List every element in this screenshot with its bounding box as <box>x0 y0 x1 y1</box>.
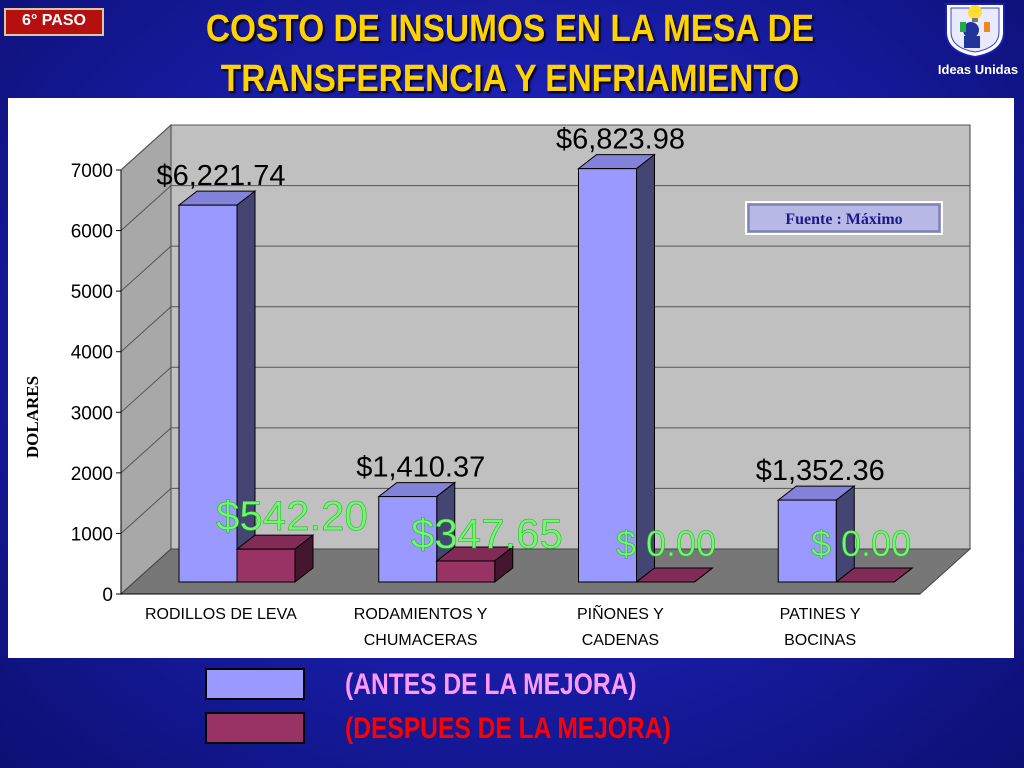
bar-before <box>578 168 637 583</box>
bar-side-after <box>893 567 913 583</box>
x-tick-label: PATINES Y <box>780 606 861 623</box>
legend-swatch-before <box>205 668 305 700</box>
gridline-side <box>120 488 172 534</box>
x-tick-label: BOCINAS <box>784 632 856 649</box>
y-tick-label: 0 <box>102 585 113 606</box>
gridline-side <box>120 427 172 474</box>
bar-after <box>236 548 296 583</box>
source-label: Fuente : Máximo <box>785 211 902 228</box>
y-tick-label: 7000 <box>71 161 113 182</box>
chart-side-wall <box>120 123 172 596</box>
data-label-before: $1,352.36 <box>756 455 885 487</box>
gridline-side <box>120 245 172 292</box>
source-box-inner <box>748 204 940 232</box>
y-tick-label: 4000 <box>71 343 113 364</box>
x-tick-label: RODILLOS DE LEVA <box>145 606 297 623</box>
legend-item-after: (DESPUES DE LA MEJORA) <box>205 712 765 746</box>
chart-panel: 0 1000 2000 3000 4000 5000 6000 7000 DOLARES RODI… <box>8 98 1014 658</box>
title-line-1: COSTO DE INSUMOS EN LA MESA DE <box>205 8 815 50</box>
title-line-2: TRANSFERENCIA Y ENFRIAMIENTO <box>220 58 800 100</box>
y-tick-label: 6000 <box>71 222 113 243</box>
logo: Ideas Unidas <box>932 0 1024 86</box>
data-label-after: $347.65 <box>411 510 563 557</box>
gridline-side <box>120 366 172 413</box>
bar-before <box>777 499 837 583</box>
y-tick-label: 5000 <box>71 282 113 303</box>
x-tick-label: PIÑONES Y <box>577 603 664 623</box>
bar-side-before <box>636 153 655 584</box>
bar-side-after <box>694 567 713 583</box>
bar-before <box>178 204 238 583</box>
legend-swatch-after <box>205 712 305 744</box>
data-label-after: $ 0.00 <box>616 523 716 564</box>
bar-chart: 0 1000 2000 3000 4000 5000 6000 7000 DOLARES RODI… <box>23 123 972 649</box>
data-label-before: $6,823.98 <box>556 124 685 156</box>
x-tick-label: CADENAS <box>582 632 659 649</box>
y-tick-label: 3000 <box>71 403 113 424</box>
gridline-side <box>120 124 172 171</box>
y-axis-title: DOLARES <box>23 376 42 458</box>
y-tick-label: 1000 <box>71 524 113 545</box>
x-tick-label: CHUMACERAS <box>364 632 478 649</box>
data-label-after: $ 0.00 <box>811 523 911 564</box>
gridline-side <box>120 306 172 353</box>
data-label-before: $6,221.74 <box>156 160 285 192</box>
legend-label-before: (ANTES DE LA MEJORA) <box>345 668 637 701</box>
bar-before <box>378 496 438 583</box>
data-label-after: $542.20 <box>216 492 368 539</box>
x-tick-label: RODAMIENTOS Y <box>354 606 488 623</box>
lightbulb-head-icon <box>945 3 1005 58</box>
y-tick-label: 2000 <box>71 464 113 485</box>
page-title: COSTO DE INSUMOS EN LA MESA DE TRANSFERE… <box>193 4 827 104</box>
logo-label: Ideas Unidas <box>937 62 1019 77</box>
step-badge: 6° PASO <box>4 8 104 36</box>
legend-item-before: (ANTES DE LA MEJORA) <box>205 668 765 702</box>
legend-label-after: (DESPUES DE LA MEJORA) <box>345 712 671 745</box>
data-label-before: $1,410.37 <box>356 452 485 484</box>
bar-after <box>436 560 496 583</box>
gridline-side <box>120 185 172 231</box>
